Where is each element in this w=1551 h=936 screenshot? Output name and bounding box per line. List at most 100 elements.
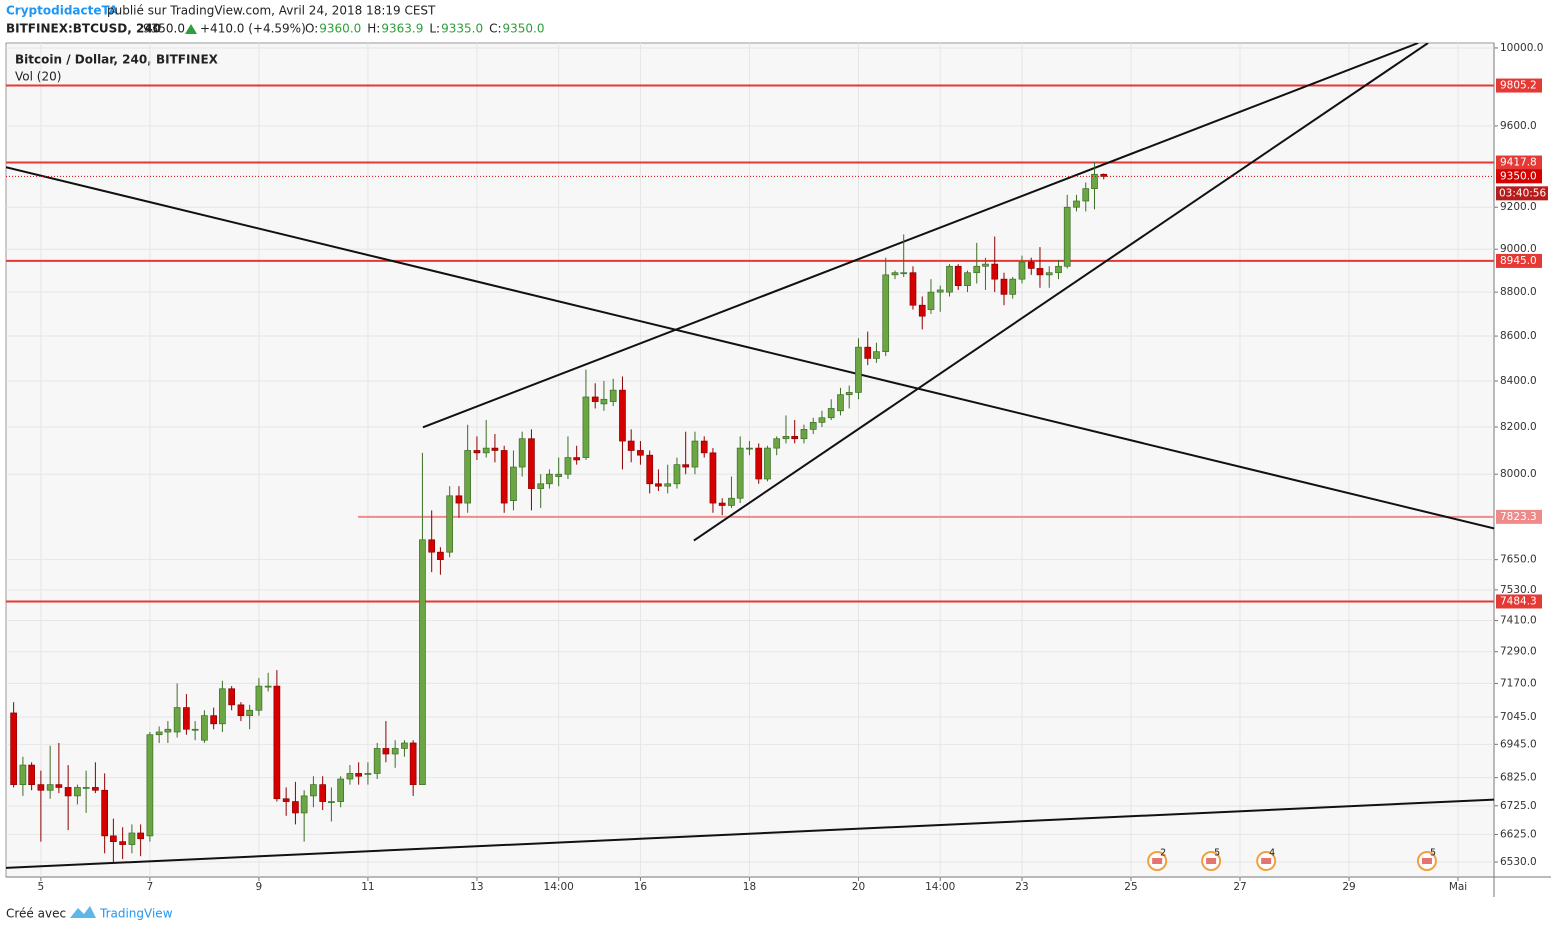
y-tick-label: 8400.0 [1500, 375, 1537, 387]
up-arrow [185, 24, 197, 34]
change: +410.0 (+4.59%) [200, 22, 306, 36]
trendline [693, 43, 1429, 542]
y-tick-label: 8200.0 [1500, 421, 1537, 433]
candle-body [646, 454, 654, 485]
candle-body [991, 263, 999, 280]
chart-title: Bitcoin / Dollar, 240, BITFINEX [15, 53, 219, 67]
y-tick-label: 8800.0 [1500, 286, 1537, 298]
candle-body [219, 688, 226, 725]
level-tag [1496, 78, 1542, 93]
candle-body [864, 346, 872, 359]
footer-brand[interactable]: TradingView [99, 907, 173, 921]
candle-body [891, 272, 899, 276]
candle-body [464, 450, 472, 504]
candle-body [119, 841, 126, 845]
candle-body [491, 447, 499, 451]
volume-label: Vol (20) [15, 70, 61, 84]
candle-body [900, 272, 908, 275]
x-tick-label: 14:00 [544, 881, 574, 893]
level-label: 7823.3 [1500, 511, 1537, 523]
candle-body [918, 304, 926, 317]
y-tick-label: 6725.0 [1500, 800, 1537, 812]
level-tag [1496, 594, 1542, 609]
candle-body [954, 265, 962, 286]
candle-body [718, 502, 726, 506]
x-tick-label: 20 [852, 881, 865, 893]
x-tick-label: 13 [470, 881, 483, 893]
candle-body [246, 709, 253, 717]
ohlc-key: L: [429, 22, 440, 36]
candle-body [936, 289, 944, 293]
candle-body [101, 789, 109, 837]
candle-body [255, 685, 263, 711]
trendline [6, 166, 1494, 530]
candle-body [292, 801, 299, 814]
candle-body [346, 773, 354, 780]
event-count: 5 [1430, 848, 1436, 859]
candle-body [355, 773, 363, 777]
y-tick-label: 8600.0 [1500, 330, 1537, 342]
candle-body [183, 707, 190, 730]
level-tag [1496, 155, 1542, 170]
candle-body [700, 440, 708, 454]
ohlc-key: C: [489, 22, 501, 36]
trendline [6, 798, 1494, 869]
author[interactable]: CryptodidacteTA [6, 4, 119, 18]
candle-body [137, 832, 144, 840]
candle-body [600, 398, 608, 405]
candle-body [982, 263, 989, 267]
y-tick-label: 7290.0 [1500, 646, 1537, 658]
candle-body [264, 685, 272, 688]
candle-body [528, 438, 535, 489]
y-tick-label: 7170.0 [1500, 677, 1537, 689]
candle-body [401, 742, 408, 749]
candle-body [773, 438, 781, 449]
candle-body [28, 764, 35, 785]
level-label: 8945.0 [1500, 255, 1537, 267]
candle-body [46, 784, 54, 791]
x-tick-label: 5 [38, 881, 45, 893]
candle-body [391, 748, 399, 755]
x-tick-label: 9 [256, 881, 263, 893]
x-tick-label: Mai [1449, 881, 1467, 893]
event-flag [1152, 858, 1163, 864]
candle-body [1091, 173, 1098, 189]
candle-body [237, 704, 245, 717]
candle-body [319, 784, 327, 802]
event-flag [1206, 858, 1217, 864]
y-tick-label: 9600.0 [1500, 120, 1537, 132]
level-label: 9805.2 [1500, 80, 1537, 92]
candle-body [19, 764, 27, 785]
candle-body [791, 436, 799, 440]
footer-created: Créé avec [6, 907, 66, 921]
candle-body [855, 346, 862, 393]
candle-body [627, 440, 635, 451]
candle-body [809, 422, 817, 430]
x-tick-label: 14:00 [925, 881, 955, 893]
candle-body [173, 707, 181, 733]
candle-body [637, 450, 644, 456]
candle-body [210, 715, 218, 725]
candle-body [555, 473, 563, 477]
y-tick-label: 9200.0 [1500, 201, 1537, 213]
candle-body [537, 483, 545, 489]
candle-body [800, 429, 808, 440]
last-price: 9350.0 [143, 22, 185, 36]
candle-body [64, 787, 72, 797]
candle-body [728, 497, 735, 506]
y-tick-label: 6625.0 [1500, 828, 1537, 840]
last-price-tag [1496, 169, 1542, 184]
y-tick-label: 6825.0 [1500, 772, 1537, 784]
candle-body [419, 539, 426, 785]
symbol: BITFINEX:BTCUSD, 240 [6, 22, 161, 36]
y-tick-label: 7530.0 [1500, 584, 1537, 596]
candle-body [964, 272, 971, 286]
candle-body [927, 291, 935, 310]
event-count: 5 [1214, 848, 1220, 859]
candle-body [564, 457, 572, 475]
ohlc-value: 9363.9 [381, 22, 423, 36]
candle-body [1027, 261, 1035, 269]
candle-body [337, 778, 345, 802]
candle-body [546, 473, 553, 485]
